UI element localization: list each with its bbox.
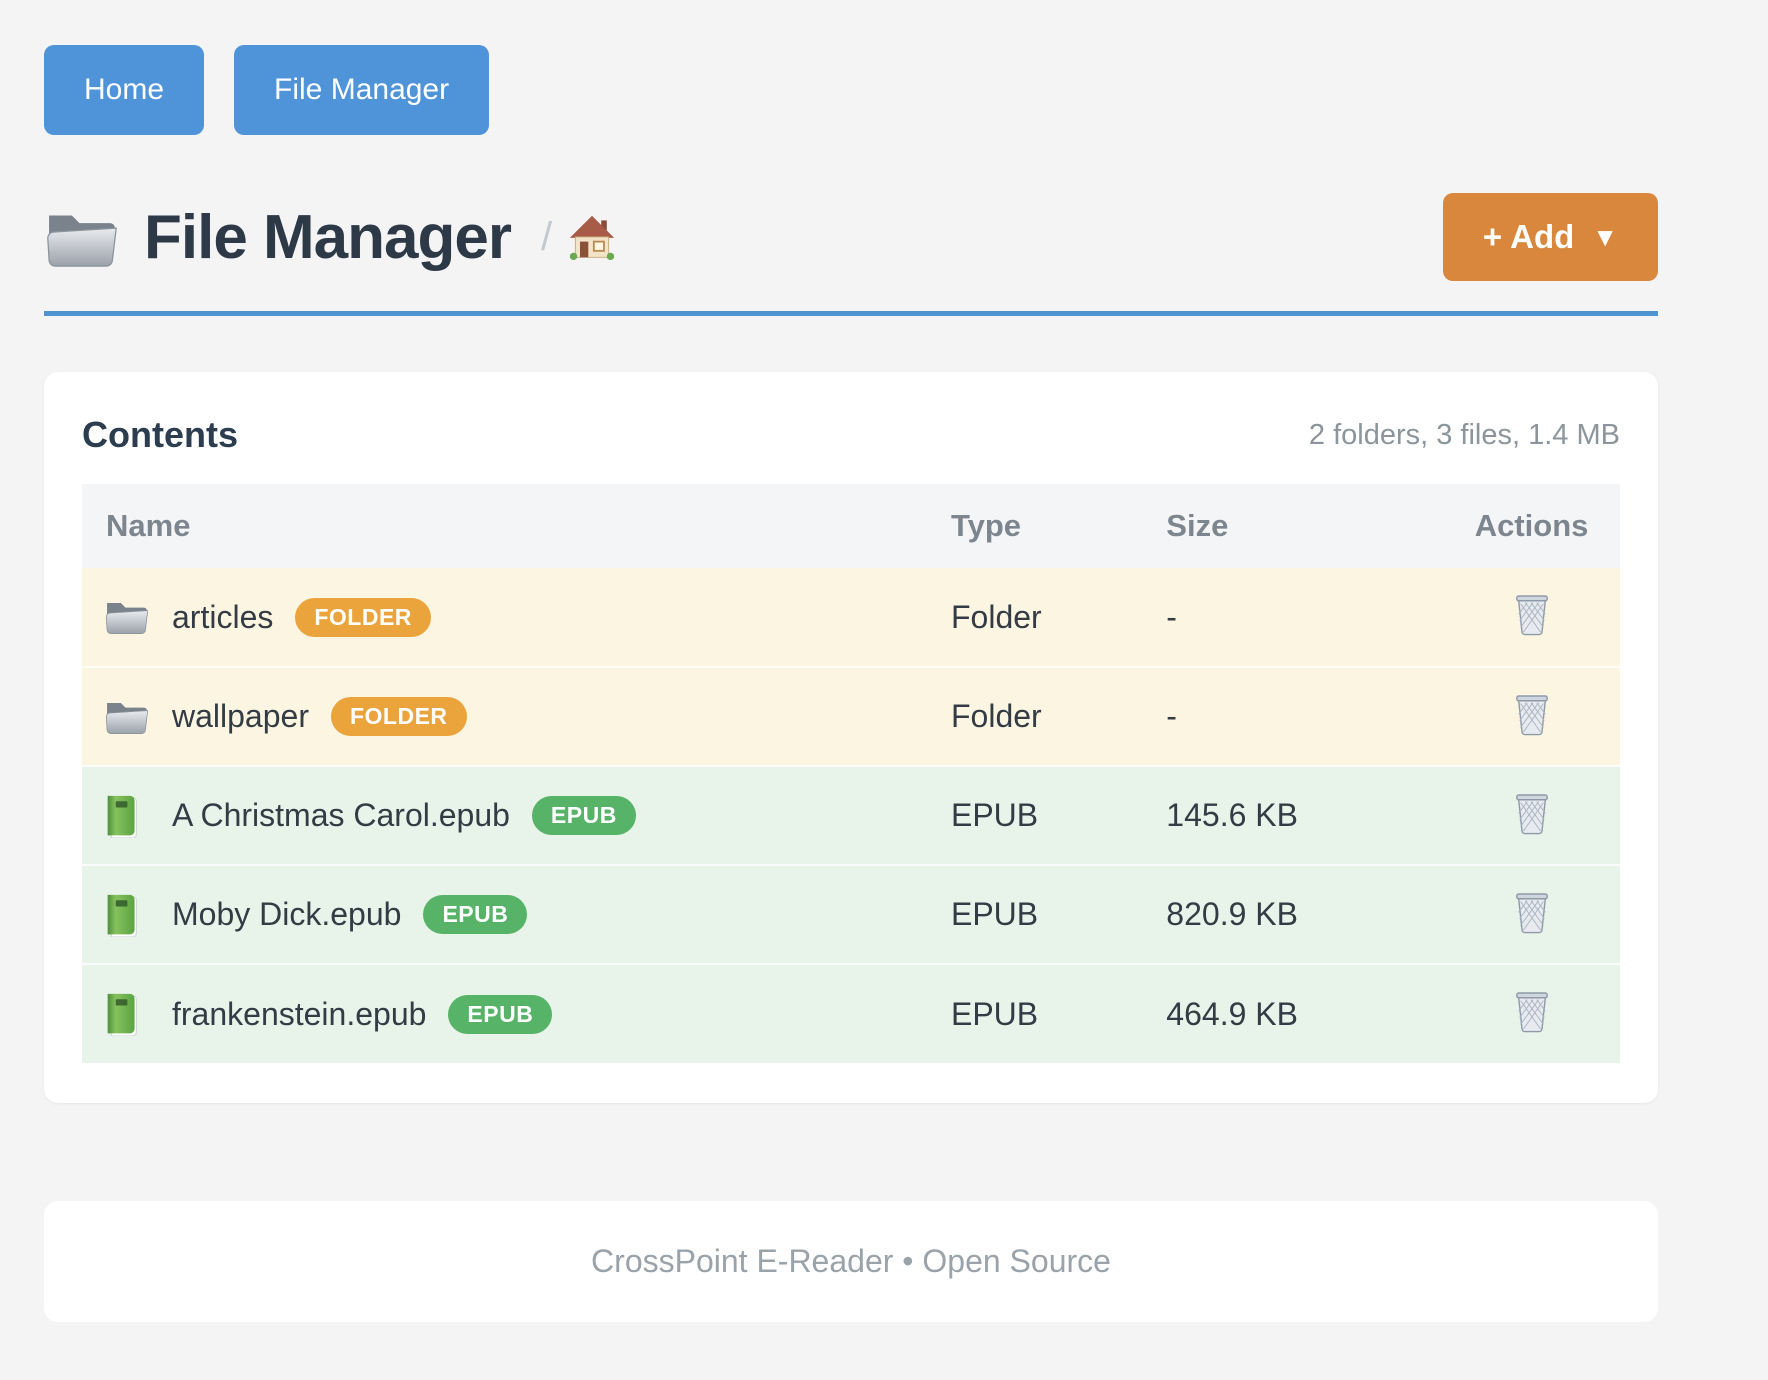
column-header-actions: Actions — [1474, 508, 1589, 543]
delete-button[interactable] — [1509, 689, 1555, 741]
column-header-name: Name — [106, 508, 191, 543]
footer: CrossPoint E-Reader • Open Source — [44, 1201, 1658, 1322]
green-book-icon — [104, 993, 150, 1037]
add-button[interactable]: + Add ▼ — [1442, 193, 1658, 281]
file-size: - — [1166, 666, 1444, 766]
caret-down-icon: ▼ — [1592, 221, 1618, 252]
green-book-icon — [104, 894, 150, 937]
folder-icon — [44, 205, 120, 269]
folder-icon — [104, 696, 150, 738]
table-row[interactable]: articles FOLDER Folder - — [82, 568, 1620, 667]
breadcrumb-separator: / — [541, 214, 553, 259]
file-size: 820.9 KB — [1166, 864, 1444, 964]
wastebasket-icon — [1515, 595, 1548, 636]
contents-summary: 2 folders, 3 files, 1.4 MB — [1308, 418, 1620, 451]
delete-button[interactable] — [1509, 589, 1555, 641]
column-header-size: Size — [1166, 508, 1229, 543]
nav-button-home[interactable]: Home — [44, 45, 205, 135]
file-table: Name Type Size Actions articles — [82, 484, 1620, 1063]
footer-text: CrossPoint E-Reader • Open Source — [591, 1243, 1111, 1279]
table-header-row: Name Type Size Actions — [82, 484, 1620, 568]
top-nav: Home File Manager — [44, 45, 1658, 135]
file-type: EPUB — [950, 963, 1167, 1063]
delete-button[interactable] — [1509, 788, 1555, 840]
file-size: 145.6 KB — [1166, 765, 1444, 865]
file-type: EPUB — [950, 765, 1167, 865]
table-row[interactable]: frankenstein.epub EPUB EPUB 464.9 KB — [82, 963, 1620, 1063]
file-type-badge: FOLDER — [330, 697, 467, 736]
table-row[interactable]: A Christmas Carol.epub EPUB EPUB 145.6 K… — [82, 765, 1620, 865]
delete-button[interactable] — [1509, 887, 1555, 939]
wastebasket-icon — [1515, 992, 1548, 1033]
wastebasket-icon — [1515, 793, 1548, 834]
table-row[interactable]: Moby Dick.epub EPUB EPUB 820.9 KB — [82, 864, 1620, 964]
add-button-label: + Add — [1482, 218, 1575, 255]
wastebasket-icon — [1515, 694, 1548, 735]
file-name[interactable]: A Christmas Carol.epub — [172, 797, 510, 833]
file-name[interactable]: articles — [172, 598, 274, 635]
file-type-badge: FOLDER — [295, 597, 431, 637]
file-name[interactable]: frankenstein.epub — [172, 995, 427, 1032]
file-type-badge: EPUB — [423, 895, 528, 934]
breadcrumb: / — [541, 213, 616, 261]
file-type-badge: EPUB — [448, 994, 553, 1034]
wastebasket-icon — [1515, 892, 1548, 933]
green-book-icon — [104, 795, 150, 838]
file-size: - — [1166, 598, 1177, 635]
header-divider — [44, 311, 1658, 316]
file-size: 464.9 KB — [1166, 963, 1444, 1063]
house-icon[interactable] — [568, 213, 616, 261]
file-type: Folder — [950, 598, 1042, 635]
table-row[interactable]: wallpaper FOLDER Folder - — [82, 666, 1620, 766]
column-header-type: Type — [950, 508, 1022, 543]
file-name[interactable]: wallpaper — [172, 698, 309, 734]
delete-button[interactable] — [1509, 986, 1555, 1038]
contents-heading: Contents — [82, 414, 238, 455]
page-header: File Manager / + Add ▼ — [44, 193, 1658, 281]
file-type: Folder — [950, 666, 1167, 766]
file-name[interactable]: Moby Dick.epub — [172, 896, 402, 932]
contents-card: Contents 2 folders, 3 files, 1.4 MB Name… — [44, 372, 1658, 1103]
folder-icon — [104, 596, 150, 638]
file-type-badge: EPUB — [531, 796, 636, 835]
file-type: EPUB — [950, 864, 1167, 964]
page-title: File Manager — [144, 202, 512, 272]
page: Home File Manager File Manager / — [44, 0, 1658, 1322]
nav-button-file-manager[interactable]: File Manager — [234, 45, 490, 135]
